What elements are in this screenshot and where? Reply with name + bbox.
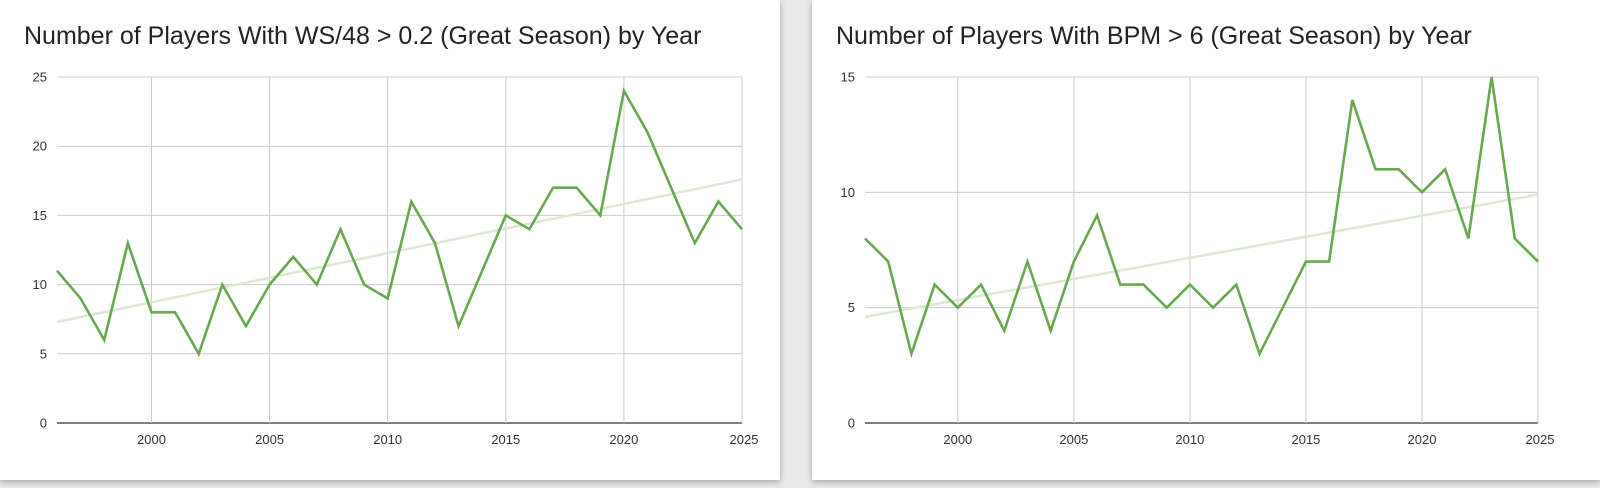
data-point — [1466, 236, 1470, 240]
data-point — [1536, 260, 1540, 264]
data-point — [933, 283, 937, 287]
data-point — [1397, 167, 1401, 171]
y-tick-label: 20 — [33, 139, 47, 154]
data-point — [1304, 260, 1308, 264]
x-tick-label: 2000 — [137, 432, 166, 447]
x-tick-label: 2020 — [1408, 432, 1437, 447]
x-tick-label: 2010 — [373, 432, 402, 447]
data-point — [126, 241, 130, 245]
data-point — [693, 241, 697, 245]
y-tick-label: 10 — [33, 277, 47, 292]
chart-card-bpm: Number of Players With BPM > 6 (Great Se… — [812, 0, 1600, 480]
data-point — [1513, 236, 1517, 240]
x-tick-label: 2005 — [1059, 432, 1088, 447]
data-point — [433, 241, 437, 245]
y-tick-label: 5 — [40, 346, 47, 361]
data-point — [863, 236, 867, 240]
data-point — [598, 213, 602, 217]
data-point — [173, 310, 177, 314]
data-point — [504, 213, 508, 217]
data-point — [909, 352, 913, 356]
data-point — [956, 306, 960, 310]
data-point — [1141, 283, 1145, 287]
data-point — [55, 269, 59, 273]
chart-card-ws48: Number of Players With WS/48 > 0.2 (Grea… — [0, 0, 780, 480]
data-point — [1490, 75, 1494, 79]
data-point — [457, 324, 461, 328]
y-tick-label: 0 — [40, 416, 47, 431]
series-line — [56, 87, 743, 357]
x-tick-label: 2005 — [255, 432, 284, 447]
data-point — [315, 283, 319, 287]
data-point — [220, 283, 224, 287]
data-point — [669, 186, 673, 190]
data-point — [1165, 306, 1169, 310]
series-line — [864, 76, 1539, 359]
data-point — [480, 269, 484, 273]
data-point — [716, 200, 720, 204]
x-tick-label: 2025 — [1526, 432, 1555, 447]
data-point — [1095, 213, 1099, 217]
data-point — [1281, 306, 1285, 310]
data-point — [362, 283, 366, 287]
data-point — [1025, 260, 1029, 264]
data-point — [1258, 352, 1262, 356]
chart-title: Number of Players With BPM > 6 (Great Se… — [836, 22, 1472, 50]
data-point — [338, 227, 342, 231]
x-tick-label: 2010 — [1175, 432, 1204, 447]
data-point — [1049, 329, 1053, 333]
data-point — [886, 260, 890, 264]
data-point — [740, 227, 744, 231]
y-tick-label: 0 — [848, 416, 855, 431]
y-tick-label: 5 — [848, 300, 855, 315]
data-point — [1234, 283, 1238, 287]
data-point — [979, 283, 983, 287]
data-point — [1374, 167, 1378, 171]
data-point — [1443, 167, 1447, 171]
data-point — [1002, 329, 1006, 333]
data-point — [149, 310, 153, 314]
data-point — [291, 255, 295, 259]
data-point — [268, 283, 272, 287]
y-tick-label: 15 — [841, 70, 855, 85]
data-point — [527, 227, 531, 231]
data-point — [1420, 190, 1424, 194]
data-point — [646, 130, 650, 134]
data-point — [575, 186, 579, 190]
y-tick-label: 15 — [33, 208, 47, 223]
data-point — [409, 200, 413, 204]
x-tick-label: 2025 — [730, 432, 759, 447]
x-tick-label: 2015 — [1291, 432, 1320, 447]
x-tick-label: 2020 — [609, 432, 638, 447]
data-point — [197, 352, 201, 356]
x-tick-label: 2015 — [491, 432, 520, 447]
data-point — [622, 89, 626, 93]
data-point — [1188, 283, 1192, 287]
data-point — [386, 296, 390, 300]
chart-plot-bpm: 0 5 10 15 2000 2005 2010 2015 2020 2025 — [841, 70, 1555, 448]
data-point — [551, 186, 555, 190]
chart-title: Number of Players With WS/48 > 0.2 (Grea… — [24, 22, 702, 50]
data-point — [1118, 283, 1122, 287]
data-point — [244, 324, 248, 328]
x-tick-label: 2000 — [943, 432, 972, 447]
trendline — [864, 193, 1539, 319]
data-point — [1072, 260, 1076, 264]
data-point — [79, 296, 83, 300]
y-tick-label: 10 — [841, 185, 855, 200]
data-point — [102, 338, 106, 342]
data-point — [1211, 306, 1215, 310]
data-point — [1350, 98, 1354, 102]
data-point — [1327, 260, 1331, 264]
y-tick-label: 25 — [33, 70, 47, 85]
